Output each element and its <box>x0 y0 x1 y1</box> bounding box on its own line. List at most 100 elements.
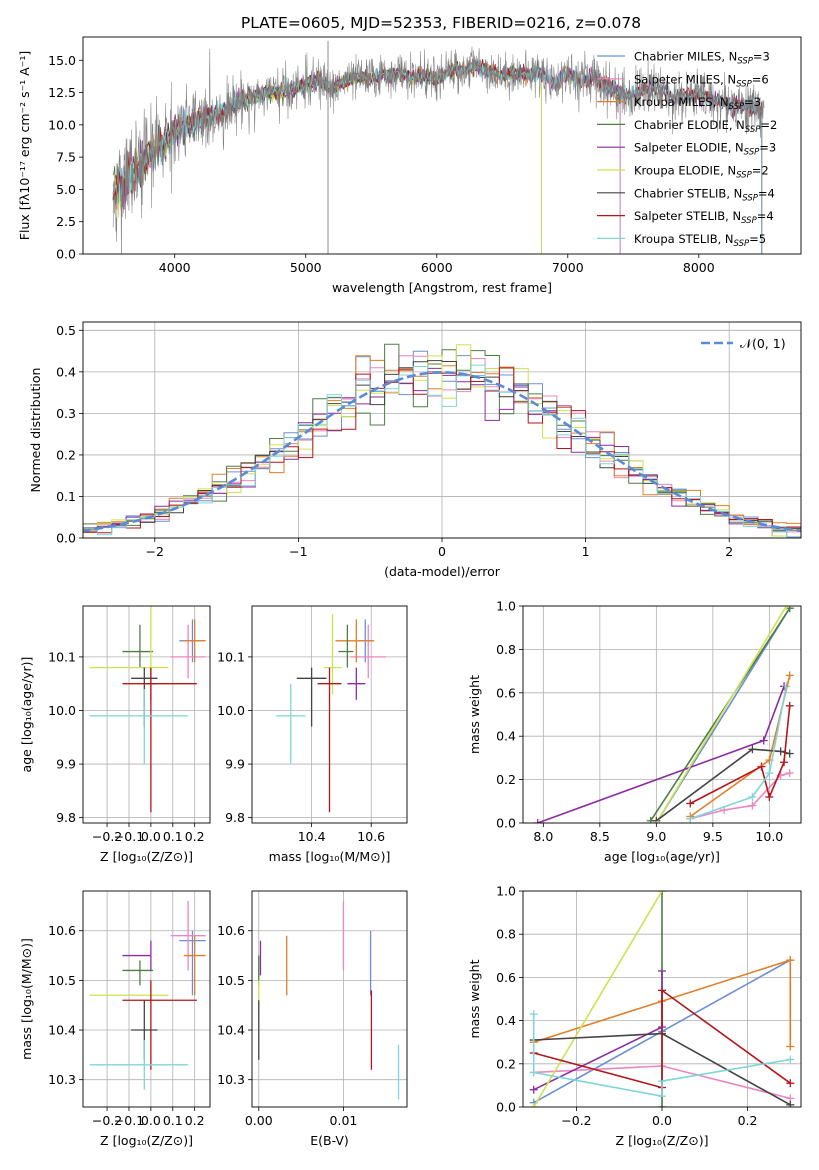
residuals-frame <box>82 321 802 539</box>
y-tick-label: 9.8 <box>56 810 76 825</box>
error-point <box>183 935 206 996</box>
error-point <box>275 683 306 765</box>
x-axis-label: wavelength [Angstrom, rest frame] <box>332 280 552 295</box>
y-tick-label: 10.3 <box>217 1072 245 1087</box>
x-tick-label: −0.2 <box>561 1113 591 1128</box>
legend-entry: Chabrier ELODIE, NSSP=2 <box>634 118 777 135</box>
residual-legend: 𝒩(0, 1) <box>701 336 786 351</box>
y-tick-label: 10.6 <box>217 923 245 938</box>
x-tick-label: 0.2 <box>185 829 205 844</box>
y-tick-label: 0.8 <box>496 642 516 657</box>
x-tick-label: 1 <box>582 544 590 559</box>
x-tick-label: 0.0 <box>141 1113 161 1128</box>
y-tick-label: 1.0 <box>496 599 516 614</box>
y-tick-label: 10.0 <box>48 703 76 718</box>
y-tick-label: 0.4 <box>56 364 76 379</box>
x-tick-label: 10.6 <box>357 829 385 844</box>
y-tick-label: 10.3 <box>48 1072 76 1087</box>
y-tick-label: 0.0 <box>496 1100 516 1115</box>
spectrum-axes: 4000 5000 6000 7000 8000 0.0 2.5 5.0 7.5 10.0 12.5… <box>17 51 715 295</box>
error-point <box>347 667 366 700</box>
y-tick-label: 10.0 <box>48 117 76 132</box>
y-tick-label: 0.4 <box>496 1013 516 1028</box>
x-tick-label: 0.2 <box>738 1113 758 1128</box>
x-tick-label: 2 <box>725 544 733 559</box>
y-tick-label: 1.0 <box>496 884 516 899</box>
error-point <box>122 940 152 971</box>
legend-entry: Kroupa MILES, NSSP=3 <box>634 95 761 112</box>
legend-entry: 𝒩(0, 1) <box>740 336 786 351</box>
x-tick-label: −2 <box>146 544 164 559</box>
x-tick-label: 0 <box>438 544 446 559</box>
x-tick-label: 5000 <box>290 260 322 275</box>
error-point <box>335 619 375 663</box>
residual-histogram <box>83 367 801 534</box>
x-tick-label: 9.5 <box>703 829 723 844</box>
mass_vs_ebv-axes: 0.00 0.01 10.3 10.4 10.5 10.6 E(B-V) <box>217 891 407 1148</box>
x-axis-label: age [log₁₀(age/yr)] <box>604 849 720 864</box>
error-point <box>89 689 189 765</box>
x-tick-label: 8000 <box>683 260 715 275</box>
y-tick-label: 0.6 <box>496 970 516 985</box>
x-tick-label: −0.2 <box>92 1113 122 1128</box>
age_vs_mass-frame <box>251 605 408 824</box>
y-tick-label: 10.6 <box>48 923 76 938</box>
y-tick-label: 2.5 <box>56 214 76 229</box>
weight-line <box>650 607 791 822</box>
x-tick-label: 9.0 <box>646 829 666 844</box>
x-tick-label: −0.1 <box>114 1113 144 1128</box>
y-tick-label: 10.4 <box>217 1023 245 1038</box>
residual-histogram <box>83 364 801 538</box>
x-tick-label: 10.4 <box>298 829 326 844</box>
x-axis-label: Z [log₁₀(Z/Z⊙)] <box>100 849 193 864</box>
weight-line <box>532 1014 791 1098</box>
error-point <box>89 1039 189 1090</box>
weight-line <box>690 772 790 820</box>
weight_vs_Z-frame <box>522 890 802 1108</box>
legend-entry: Salpeter MILES, NSSP=6 <box>634 72 769 89</box>
mass_vs_ebv-frame <box>251 890 408 1108</box>
error-point <box>122 960 154 986</box>
error-point <box>122 624 154 668</box>
age_vs_Z-frame <box>82 605 211 824</box>
x-tick-label: 10.0 <box>755 829 783 844</box>
y-tick-label: 0.2 <box>496 772 516 787</box>
error-point <box>122 667 197 813</box>
y-axis-label: age [log₁₀(age/yr)] <box>19 657 34 773</box>
y-tick-label: 15.0 <box>48 53 76 68</box>
charts-layer: 4000 5000 6000 7000 80000.02.55.07.510.012.5… <box>17 36 802 1148</box>
y-tick-label: 12.5 <box>48 85 76 100</box>
x-axis-label: (data-model)/error <box>384 564 501 579</box>
error-point <box>179 930 206 996</box>
spectrum-frame <box>82 36 802 255</box>
legend-entry: Chabrier STELIB, NSSP=4 <box>634 186 775 203</box>
legend-entry: Salpeter ELODIE, NSSP=3 <box>634 141 776 158</box>
x-tick-label: 7000 <box>552 260 584 275</box>
weight-line <box>533 988 791 1089</box>
figure-title: PLATE=0605, MJD=52353, FIBERID=0216, z=0… <box>241 14 641 32</box>
error-point <box>183 619 206 663</box>
y-axis-label: mass [log₁₀(M/M⊙)] <box>19 938 34 1060</box>
weight-line <box>655 606 787 823</box>
x-axis-label: Z [log₁₀(Z/Z⊙)] <box>616 1133 709 1148</box>
spectrum-legend: Chabrier MILES, NSSP=3 Salpeter MILES, NS… <box>597 50 777 249</box>
x-tick-label: 8.5 <box>590 829 610 844</box>
y-tick-label: 5.0 <box>56 182 76 197</box>
x-tick-label: 0.0 <box>141 829 161 844</box>
mass_vs_Z-axes: −0.2−0.10.0 0.1 0.2 10.3 10.4 10.5 10.6 Z [log₁… <box>19 891 210 1148</box>
weight-line <box>690 686 788 820</box>
y-tick-label: 0.0 <box>56 531 76 546</box>
error-point <box>170 624 206 679</box>
y-tick-label: 9.9 <box>56 757 76 772</box>
weight-line <box>533 891 663 1107</box>
y-tick-label: 10.4 <box>48 1023 76 1038</box>
error-point <box>296 667 327 727</box>
y-axis-label: mass weight <box>467 959 482 1038</box>
legend-entry: Salpeter STELIB, NSSP=4 <box>634 209 774 226</box>
y-tick-label: 7.5 <box>56 150 76 165</box>
gaussian-curve <box>83 370 801 533</box>
x-axis-label: Z [log₁₀(Z/Z⊙)] <box>100 1133 193 1148</box>
error-point <box>323 614 342 695</box>
weight-line <box>689 705 791 805</box>
